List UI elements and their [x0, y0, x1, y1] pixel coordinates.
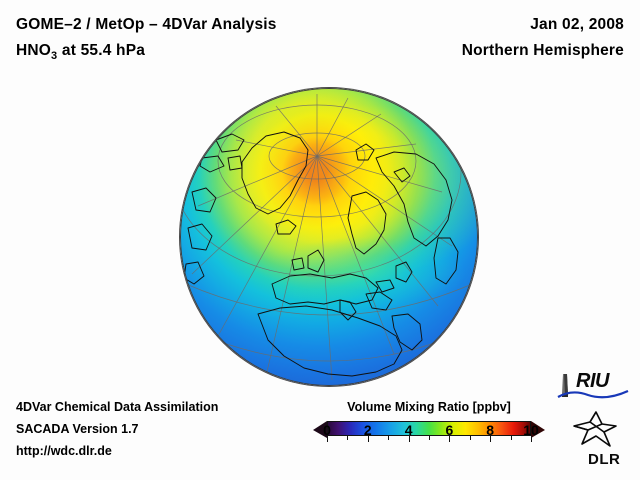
colorbar-tick-label: 10: [523, 422, 539, 438]
species-pressure-line: HNO3 at 55.4 hPa: [16, 38, 416, 69]
dlr-label: DLR: [588, 451, 621, 468]
colorbar-title: Volume Mixing Ratio [ppbv]: [347, 400, 511, 414]
colorbar-tick-label: 6: [445, 422, 454, 438]
globe-map: [180, 88, 478, 386]
colorbar-under-arrow: [313, 421, 327, 438]
riu-wave-icon: [557, 389, 629, 399]
header-left: GOME–2 / MetOp – 4DVar Analysis HNO3 at …: [16, 12, 416, 69]
region-label: Northern Hemisphere: [461, 42, 624, 59]
pressure-level: at 55.4 hPa: [57, 42, 146, 59]
colorbar-tick-labels: 0 2 4 6 8 10: [323, 421, 539, 441]
colorbar-major-tick: [531, 436, 532, 442]
page-title: GOME–2 / MetOp – 4DVar Analysis: [16, 16, 277, 33]
colorbar-tick-label: 4: [404, 422, 413, 438]
globe-disc: [180, 88, 478, 386]
colorbar-minor-tick: [388, 436, 390, 440]
colorbar-row: [313, 419, 545, 442]
colorbar-tick-label: 0: [323, 422, 331, 438]
colorbar-major-tick: [490, 436, 492, 442]
colorbar-major-tick: [449, 436, 451, 442]
riu-logo: RIU: [556, 370, 630, 402]
header-right: Jan 02, 2008 Northern Hemisphere: [324, 12, 624, 64]
version-label: SACADA Version 1.7: [16, 422, 139, 436]
colorbar-tick-label: 8: [486, 422, 495, 438]
graticule: [180, 88, 473, 381]
riu-tower-icon: [562, 374, 568, 397]
colorbar-tick-label: 2: [363, 422, 372, 438]
colorbar-major-tick: [327, 436, 328, 442]
assimilation-label: 4DVar Chemical Data Assimilation: [16, 400, 219, 414]
date-label: Jan 02, 2008: [530, 16, 624, 33]
riu-label: RIU: [576, 370, 609, 392]
url-label[interactable]: http://wdc.dlr.de: [16, 444, 112, 458]
colorbar-minor-tick: [429, 436, 430, 440]
colorbar-major-tick: [367, 436, 369, 442]
colorbar-over-arrow: [531, 421, 545, 438]
footer-left: 4DVar Chemical Data Assimilation SACADA …: [16, 396, 316, 462]
colorbar-minor-tick: [347, 436, 349, 440]
coastlines: [183, 131, 459, 377]
colorbar: Volume Mixing Ratio [ppbv] 0 2 4 6 8 10: [313, 398, 545, 442]
species-prefix: HNO: [16, 42, 52, 59]
colorbar-gradient: [327, 421, 531, 436]
colorbar-ticks: [327, 436, 532, 442]
colorbar-minor-tick: [469, 436, 471, 440]
dlr-logo: DLR: [566, 410, 630, 468]
colorbar-minor-tick: [510, 436, 512, 440]
colorbar-major-tick: [408, 436, 410, 442]
species-subscript: 3: [51, 50, 58, 63]
dlr-mark-icon: [573, 411, 617, 447]
